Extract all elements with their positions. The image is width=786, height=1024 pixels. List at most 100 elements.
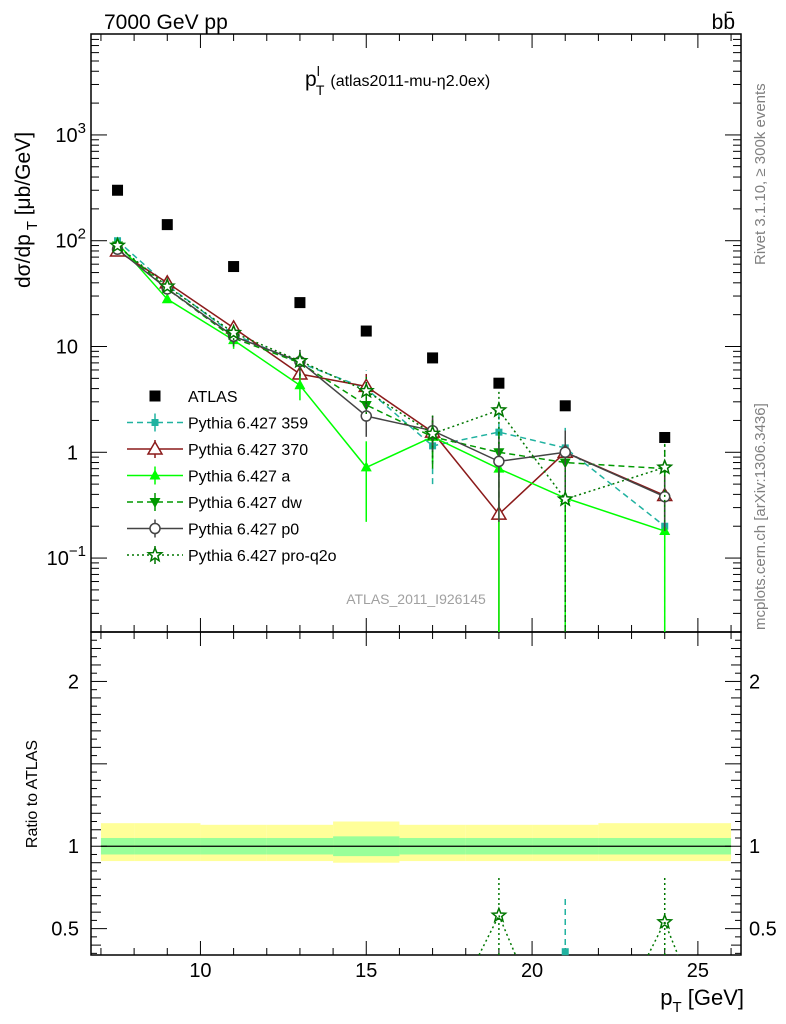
atlas-data-point [559, 400, 571, 412]
legend-label: ATLAS [188, 389, 238, 406]
star-open-marker [656, 912, 674, 930]
data-marker [659, 431, 671, 443]
legend-label: Pythia 6.427 p0 [188, 522, 299, 539]
data-marker [228, 261, 240, 273]
process-label: bb̄ [712, 11, 735, 34]
legend-entry: Pythia 6.427 dw [127, 493, 302, 512]
legend-marker [149, 522, 161, 535]
atlas-data-point [161, 219, 173, 231]
ratio-series-line [498, 915, 517, 956]
atlas-data-point [112, 184, 124, 196]
atlas-data-point [228, 261, 240, 273]
square-marker [561, 948, 569, 956]
ratio-y-tick-label: 0.5 [51, 919, 79, 941]
y-tick-label: 10 [56, 337, 78, 359]
ratio-point [656, 875, 674, 955]
circle-open-marker [559, 446, 571, 459]
star-open-marker [224, 323, 243, 341]
series-pythia-6-427-pro-q2o [108, 236, 674, 632]
legend-marker [149, 469, 161, 480]
series-pythia-6-427-dw [112, 241, 671, 632]
ratio-marker [561, 948, 569, 956]
ratio-point [561, 897, 569, 956]
star-open-marker [656, 458, 674, 475]
series-point [294, 379, 306, 390]
legend-entry: Pythia 6.427 370 [127, 440, 308, 459]
atlas-data-point [427, 352, 439, 364]
star-open-marker [146, 545, 164, 563]
series-pythia-6-427-359 [114, 237, 669, 632]
series-line [116, 242, 665, 532]
legend-entry: Pythia 6.427 a [127, 466, 290, 486]
legend-marker [146, 545, 164, 563]
star-open-marker [357, 381, 375, 399]
data-marker [493, 377, 505, 389]
series-line [117, 245, 665, 470]
series-point [360, 461, 372, 472]
ratio-marker [490, 906, 508, 923]
atlas-data-point [294, 297, 306, 309]
legend-label: Pythia 6.427 359 [188, 416, 308, 433]
series-point [490, 401, 508, 418]
circle-open-marker [360, 410, 373, 422]
ratio-point [490, 875, 508, 955]
plot-title: pl T (atlas2011-mu-η2.0ex) [305, 63, 490, 98]
legend-marker [149, 498, 161, 508]
data-marker [559, 400, 571, 412]
analysis-label: ATLAS_2011_I926145 [346, 591, 486, 607]
star-open-marker [423, 424, 442, 441]
legend-entry: Pythia 6.427 pro-q2o [127, 545, 337, 565]
series-point [493, 455, 505, 468]
x-tick-label: 20 [521, 960, 543, 982]
series-line [117, 248, 666, 498]
ratio-series-line [478, 915, 500, 956]
series-point [357, 381, 375, 399]
series-point [556, 490, 574, 507]
legend-marker [149, 390, 161, 402]
y-tick-label: 102 [55, 226, 86, 253]
ratio-y-tick-label-right: 2 [749, 671, 760, 693]
data-marker [149, 390, 161, 402]
triangle-up-marker [294, 379, 306, 390]
x-axis-label: pT [GeV] [660, 985, 744, 1016]
x-tick-label: 25 [687, 960, 709, 982]
atlas-data-point [659, 431, 671, 443]
x-tick-label: 15 [355, 960, 377, 982]
data-marker [360, 325, 372, 337]
triangle-open-marker [146, 440, 164, 455]
y-tick-label: 1 [67, 442, 78, 464]
series-point [559, 446, 571, 459]
legend-entry: Pythia 6.427 p0 [127, 519, 299, 539]
ratio-series-line [647, 921, 666, 956]
ratio-y-axis-label: Ratio to ATLAS [24, 740, 41, 848]
series-point [423, 424, 442, 441]
watermark-mcplots: mcplots.cern.ch [arXiv:1306.3436] [752, 403, 769, 630]
legend-label: Pythia 6.427 pro-q2o [188, 548, 337, 565]
ratio-y-tick-label: 2 [68, 671, 79, 693]
series-pythia-6-427-370 [109, 242, 674, 632]
atlas-data-point [360, 325, 372, 337]
star-open-marker [158, 277, 176, 294]
series-atlas [112, 184, 671, 443]
series-point [158, 277, 176, 294]
triangle-up-marker [149, 469, 161, 480]
series-pythia-6-427-a [112, 237, 671, 632]
ratio-panel-frame [90, 631, 742, 956]
legend-entry: ATLAS [149, 389, 238, 406]
series-pythia-6-427-p0 [111, 243, 671, 532]
data-marker [427, 352, 439, 364]
series-line [117, 245, 665, 501]
star-open-marker [556, 490, 574, 507]
y-tick-label: 103 [55, 120, 86, 147]
triangle-up-marker [360, 461, 372, 472]
main-panel-frame [90, 33, 742, 633]
legend-marker [151, 419, 159, 426]
ratio-marker [656, 912, 674, 930]
watermark-rivet: Rivet 3.1.10, ≥ 300k events [752, 83, 769, 265]
legend-label: Pythia 6.427 370 [188, 442, 308, 459]
legend-label: Pythia 6.427 a [188, 469, 290, 486]
x-tick-label: 10 [189, 960, 211, 982]
data-marker [161, 219, 173, 231]
legend-marker [146, 440, 164, 455]
